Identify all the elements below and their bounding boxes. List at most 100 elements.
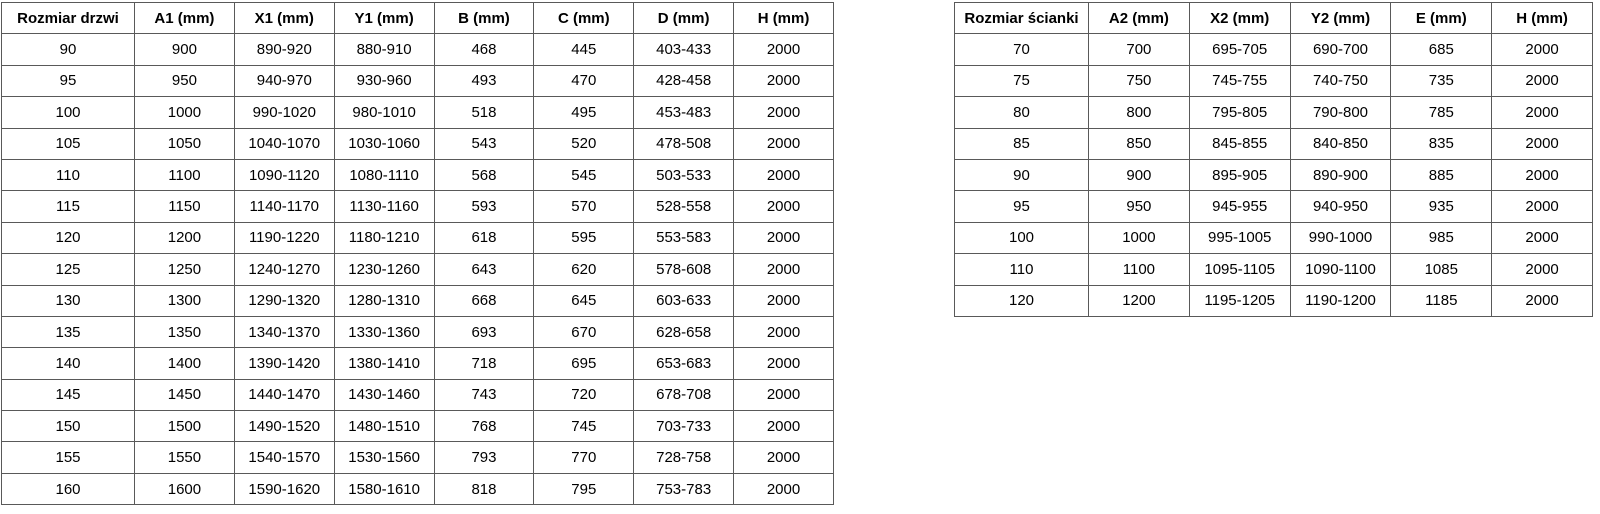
table-row: 110 1100 1095-1105 1090-1100 1085 2000: [954, 253, 1593, 286]
cell: 110: [954, 253, 1089, 286]
column-header: C (mm): [533, 1, 635, 35]
cell: 940-970: [233, 64, 335, 98]
cell: 790-800: [1289, 96, 1392, 129]
cell: 690-700: [1289, 33, 1392, 66]
cell: 2000: [733, 472, 834, 506]
cell: 90: [954, 158, 1089, 192]
cell: 95: [954, 190, 1089, 223]
cell: 880-910: [333, 33, 435, 66]
cell: 1185: [1390, 284, 1493, 317]
table-row: 85 850 845-855 840-850 835 2000: [954, 127, 1593, 160]
column-header: X2 (mm): [1188, 1, 1291, 35]
column-header: A1 (mm): [134, 1, 235, 35]
cell: 493: [433, 64, 535, 98]
cell: 745-755: [1188, 64, 1291, 98]
cell: 885: [1390, 158, 1493, 192]
cell: 90: [1, 33, 135, 66]
cell: 1040-1070: [233, 127, 335, 160]
cell: 950: [1088, 190, 1190, 223]
table-row: 115 1150 1140-1170 1130-1160 593 570 528-558 20…: [1, 190, 834, 223]
table-row: 90 900 895-905 890-900 885 2000: [954, 158, 1593, 192]
cell: 100: [1, 96, 135, 129]
table-row: 95 950 940-970 930-960 493 470 428-458 2000: [1, 64, 834, 98]
column-header: H (mm): [733, 1, 834, 35]
table-row: 145 1450 1440-1470 1430-1460 743 720 678-708 20…: [1, 378, 834, 412]
cell: 470: [533, 64, 635, 98]
cell: 1090-1120: [233, 158, 335, 192]
cell: 693: [433, 315, 535, 349]
cell: 160: [1, 472, 135, 506]
table-row: 80 800 795-805 790-800 785 2000: [954, 96, 1593, 129]
cell: 720: [533, 378, 635, 412]
cell: 643: [433, 253, 535, 286]
column-header: Rozmiar ścianki: [954, 1, 1089, 35]
cell: 1240-1270: [233, 253, 335, 286]
cell: 628-658: [633, 315, 735, 349]
table-row: 95 950 945-955 940-950 935 2000: [954, 190, 1593, 223]
cell: 645: [533, 284, 635, 317]
cell: 110: [1, 158, 135, 192]
cell: 503-533: [633, 158, 735, 192]
cell: 950: [134, 64, 235, 98]
cell: 743: [433, 378, 535, 412]
cell: 120: [1, 221, 135, 255]
cell: 753-783: [633, 472, 735, 506]
cell: 595: [533, 221, 635, 255]
cell: 1490-1520: [233, 410, 335, 443]
cell: 700: [1088, 33, 1190, 66]
cell: 100: [954, 221, 1089, 255]
cell: 900: [134, 33, 235, 66]
cell: 1230-1260: [333, 253, 435, 286]
cell: 935: [1390, 190, 1493, 223]
cell: 603-633: [633, 284, 735, 317]
cell: 120: [954, 284, 1089, 317]
cell: 685: [1390, 33, 1493, 66]
cell: 85: [954, 127, 1089, 160]
cell: 1000: [134, 96, 235, 129]
table-row: 110 1100 1090-1120 1080-1110 568 545 503-533 20…: [1, 158, 834, 192]
cell: 1200: [134, 221, 235, 255]
door-size-table: Rozmiar drzwi A1 (mm) X1 (mm) Y1 (mm) B (mm)…: [1, 1, 834, 506]
cell: 818: [433, 472, 535, 506]
table-row: 135 1350 1340-1370 1330-1360 693 670 628-658 20…: [1, 315, 834, 349]
cell: 155: [1, 441, 135, 474]
cell: 2000: [1491, 284, 1593, 317]
cell: 2000: [733, 441, 834, 474]
cell: 578-608: [633, 253, 735, 286]
cell: 2000: [1491, 96, 1593, 129]
cell: 845-855: [1188, 127, 1291, 160]
cell: 1580-1610: [333, 472, 435, 506]
cell: 453-483: [633, 96, 735, 129]
cell: 130: [1, 284, 135, 317]
column-header: E (mm): [1390, 1, 1493, 35]
cell: 2000: [1491, 33, 1593, 66]
cell: 793: [433, 441, 535, 474]
cell: 678-708: [633, 378, 735, 412]
cell: 145: [1, 378, 135, 412]
cell: 2000: [1491, 253, 1593, 286]
table-row: 105 1050 1040-1070 1030-1060 543 520 478-508 20…: [1, 127, 834, 160]
table-row: 125 1250 1240-1270 1230-1260 643 620 578-608 20…: [1, 253, 834, 286]
cell: 1450: [134, 378, 235, 412]
cell: 528-558: [633, 190, 735, 223]
cell: 80: [954, 96, 1089, 129]
cell: 2000: [1491, 64, 1593, 98]
header-row: Rozmiar ścianki A2 (mm) X2 (mm) Y2 (mm) E (m…: [954, 1, 1593, 35]
door-table-body: 90 900 890-920 880-910 468 445 403-433 2000 95 95…: [1, 33, 834, 506]
table-row: 90 900 890-920 880-910 468 445 403-433 2000: [1, 33, 834, 66]
cell: 553-583: [633, 221, 735, 255]
cell: 520: [533, 127, 635, 160]
cell: 890-900: [1289, 158, 1392, 192]
cell: 653-683: [633, 347, 735, 380]
cell: 2000: [733, 158, 834, 192]
table-row: 120 1200 1190-1220 1180-1210 618 595 553-583 20…: [1, 221, 834, 255]
cell: 1100: [134, 158, 235, 192]
cell: 718: [433, 347, 535, 380]
cell: 428-458: [633, 64, 735, 98]
cell: 740-750: [1289, 64, 1392, 98]
cell: 930-960: [333, 64, 435, 98]
cell: 1200: [1088, 284, 1190, 317]
cell: 593: [433, 190, 535, 223]
cell: 1150: [134, 190, 235, 223]
